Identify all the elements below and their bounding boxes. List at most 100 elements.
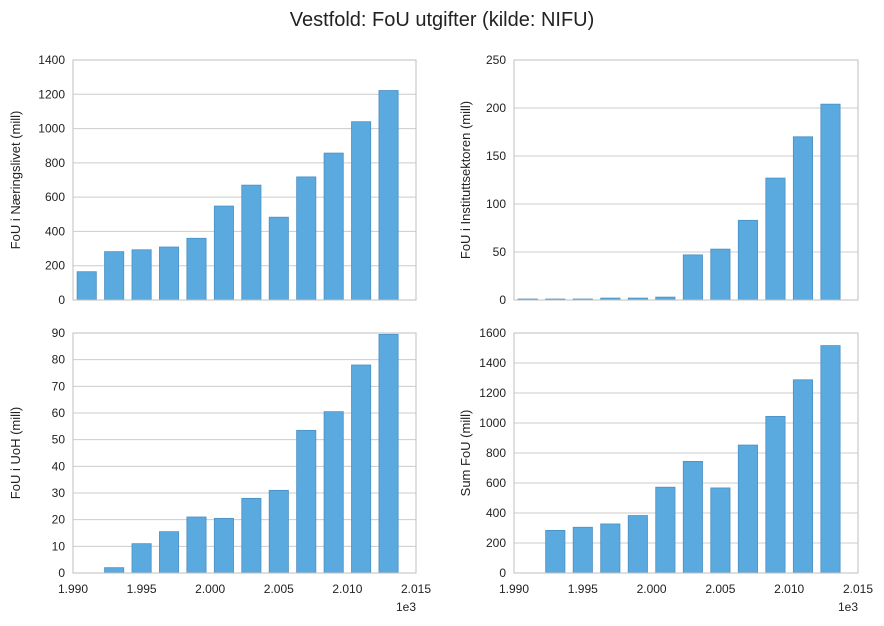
bar-sum (710, 487, 731, 574)
bar-instituttsektoren (682, 254, 703, 301)
chart-panel-sum: 0 200 400 600 800 1000 1200 1400 1600 1.990 1.995 2… (458, 326, 873, 596)
x-tick-label: 2.000 (195, 582, 225, 596)
bar-uoh (131, 543, 152, 574)
y-tick-label: 0 (58, 293, 65, 307)
bar-uoh (213, 517, 234, 574)
y-tick-label: 1600 (479, 326, 506, 340)
y-tick-label: 1400 (479, 356, 506, 370)
bar-sum (792, 379, 813, 574)
bar-uoh (186, 516, 207, 574)
y-tick-label: 1200 (38, 87, 65, 101)
bar-naeringslivet (268, 216, 289, 301)
x-tick-label: 2.005 (264, 582, 294, 596)
bar-uoh (323, 411, 344, 574)
bar-sum (600, 523, 621, 574)
x-tick-label: 2.015 (843, 582, 873, 596)
y-tick-label: 80 (52, 353, 66, 367)
y-tick-label: 400 (486, 506, 506, 520)
x-tick-label: 2.015 (401, 582, 431, 596)
bar-sum (737, 444, 758, 574)
plot-frame (513, 59, 859, 301)
y-tick-label: 50 (52, 433, 66, 447)
y-tick-label: 0 (499, 293, 506, 307)
y-tick-label: 90 (52, 326, 66, 340)
y-tick-label: 800 (45, 156, 65, 170)
figure-title: Vestfold: FoU utgifter (kilde: NIFU) (290, 9, 595, 31)
y-tick-label: 1000 (38, 122, 65, 136)
y-tick-label: 20 (52, 513, 66, 527)
bar-uoh (296, 429, 317, 574)
y-tick-label: 200 (486, 536, 506, 550)
bar-uoh (378, 333, 399, 574)
bar-sum (682, 460, 703, 574)
bar-instituttsektoren (710, 248, 731, 301)
y-tick-label: 800 (486, 446, 506, 460)
y-tick-label: 100 (486, 197, 506, 211)
y-tick-label: 1200 (479, 386, 506, 400)
bar-instituttsektoren (792, 136, 813, 301)
bar-sum (572, 526, 593, 574)
y-tick-label: 200 (486, 101, 506, 115)
y-axis-label: Sum FoU (mill) (458, 410, 473, 497)
x-offset-label-left: 1e3 (396, 600, 416, 614)
y-tick-label: 0 (499, 566, 506, 580)
y-tick-label: 50 (493, 245, 507, 259)
x-tick-label: 1.995 (127, 582, 157, 596)
x-offset-label-right: 1e3 (838, 600, 858, 614)
bar-naeringslivet (159, 246, 180, 301)
x-tick-label: 1.990 (499, 582, 529, 596)
bar-sum (820, 345, 841, 574)
bar-naeringslivet (378, 90, 399, 301)
y-tick-label: 70 (52, 379, 66, 393)
y-axis-label: FoU i UoH (mill) (8, 407, 23, 499)
bar-naeringslivet (213, 205, 234, 301)
y-axis-label: FoU i Næringslivet (mill) (8, 111, 23, 250)
y-tick-label: 150 (486, 149, 506, 163)
y-axis-label: FoU i Instituttsektoren (mill) (458, 101, 473, 259)
plot-frame (72, 59, 417, 301)
y-tick-label: 0 (58, 566, 65, 580)
bar-uoh (241, 497, 262, 574)
bar-naeringslivet (241, 184, 262, 301)
bar-naeringslivet (351, 121, 372, 301)
bar-naeringslivet (186, 237, 207, 301)
bar-uoh (104, 567, 125, 574)
chart-panel-uoh: 0 10 20 30 40 50 60 70 80 90 1.990 1.995 2.000 2.005 2… (8, 326, 431, 596)
bar-naeringslivet (296, 176, 317, 301)
y-tick-label: 60 (52, 406, 66, 420)
plot-frame (72, 332, 417, 574)
bar-sum (765, 415, 786, 574)
bar-sum (655, 486, 676, 574)
bar-instituttsektoren (737, 219, 758, 301)
x-tick-label: 2.010 (774, 582, 804, 596)
bar-naeringslivet (131, 249, 152, 301)
chart-panel-instituttsektoren: 0 50 100 150 200 250 FoU i Instituttsektoren (… (458, 53, 859, 307)
bar-naeringslivet (76, 271, 97, 301)
x-tick-label: 2.000 (637, 582, 667, 596)
bar-instituttsektoren (820, 103, 841, 301)
y-tick-label: 200 (45, 259, 65, 273)
y-tick-label: 1000 (479, 416, 506, 430)
x-tick-label: 2.010 (332, 582, 362, 596)
chart-panel-naeringslivet: 0 200 400 600 800 1000 1200 1400 FoU i Næringsli… (8, 53, 417, 307)
y-tick-label: 10 (52, 539, 66, 553)
bar-uoh (351, 364, 372, 574)
bar-sum (627, 515, 648, 574)
y-tick-label: 600 (45, 190, 65, 204)
bar-uoh (268, 489, 289, 574)
x-tick-label: 1.990 (58, 582, 88, 596)
y-tick-label: 1400 (38, 53, 65, 67)
y-tick-label: 400 (45, 224, 65, 238)
y-tick-label: 40 (52, 459, 66, 473)
bar-naeringslivet (104, 251, 125, 301)
plot-frame (513, 332, 859, 574)
bar-naeringslivet (323, 152, 344, 301)
bar-sum (545, 530, 566, 574)
y-tick-label: 250 (486, 53, 506, 67)
bar-instituttsektoren (765, 177, 786, 301)
x-tick-label: 2.005 (705, 582, 735, 596)
x-tick-label: 1.995 (568, 582, 598, 596)
bar-uoh (159, 531, 180, 574)
y-tick-label: 600 (486, 476, 506, 490)
